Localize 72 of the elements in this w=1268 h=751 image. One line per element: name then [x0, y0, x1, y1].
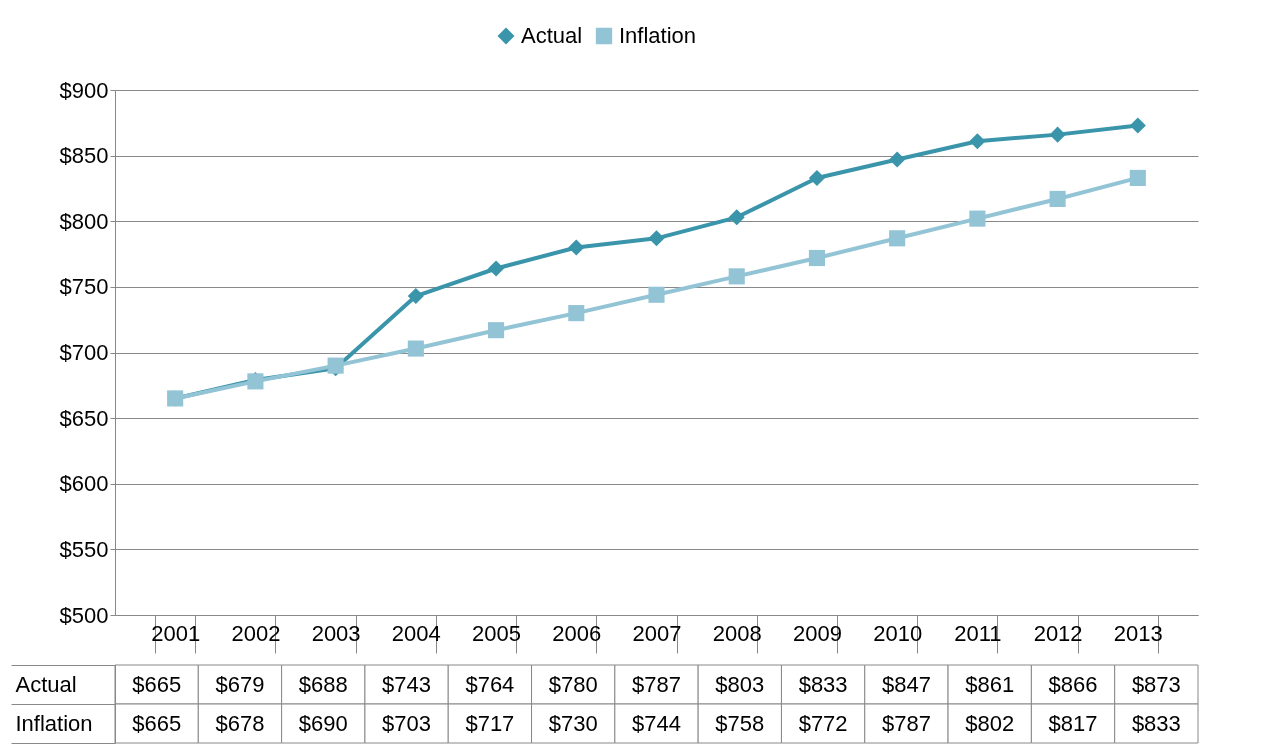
legend-label: Actual	[521, 23, 583, 48]
y-tick-label: $750	[59, 274, 109, 300]
data-label: $847	[881, 671, 931, 697]
x-tick-label: 2007	[632, 620, 682, 646]
legend-label: Inflation	[619, 23, 697, 48]
data-label: $873	[1131, 671, 1181, 697]
data-label: $787	[632, 671, 681, 697]
point	[808, 169, 826, 186]
data-label: $817	[1048, 710, 1098, 736]
text: Inflation	[15, 711, 93, 736]
point	[969, 133, 986, 150]
y-tick-label: $650	[59, 405, 109, 431]
data-label: $665	[132, 710, 182, 736]
point	[648, 286, 665, 303]
point	[487, 260, 505, 277]
point	[808, 249, 826, 267]
data-label: $833	[798, 671, 848, 697]
x-tick-label: 2011	[954, 620, 1002, 646]
x-tick-label: 2005	[472, 620, 522, 646]
x-tick-label: 2012	[1033, 620, 1083, 646]
text: Actual	[15, 672, 77, 697]
y-tick-label: $600	[59, 471, 109, 497]
y-tick-label: $500	[59, 602, 109, 628]
data-label: $703	[382, 710, 432, 736]
point	[1129, 117, 1146, 134]
y-tick-label: $850	[59, 143, 109, 169]
x-tick-label: 2006	[552, 620, 602, 646]
data-label: $688	[298, 671, 348, 697]
data-label: $690	[298, 710, 348, 736]
data-label: $802	[965, 710, 1015, 736]
point	[889, 151, 906, 168]
point	[1049, 190, 1066, 207]
data-label: $866	[1048, 671, 1098, 697]
data-label: $665	[132, 671, 182, 697]
y-tick-label: $700	[59, 340, 109, 365]
data-label: $678	[215, 710, 265, 736]
data-label: $861	[965, 671, 1015, 697]
point	[889, 230, 906, 247]
point	[1129, 169, 1146, 186]
point	[648, 230, 665, 247]
data-label: $744	[632, 710, 681, 736]
y-tick-label: $900	[59, 77, 109, 103]
data-label: $833	[1131, 710, 1181, 736]
x-tick-label: 2008	[712, 620, 762, 646]
data-label: $787	[881, 710, 931, 736]
x-tick-label: 2004	[391, 620, 441, 646]
x-tick-label: 2001	[151, 620, 201, 646]
data-label: $758	[715, 710, 765, 736]
data-label: $679	[215, 671, 265, 697]
x-tick-label: 2010	[873, 620, 923, 646]
data-label: $772	[798, 710, 848, 736]
point	[568, 305, 585, 322]
point	[407, 340, 424, 357]
x-tick-label: 2003	[311, 620, 361, 646]
y-tick-label: $800	[59, 208, 109, 234]
x-tick-label: 2002	[231, 620, 281, 646]
data-label: $717	[465, 710, 515, 736]
point	[969, 210, 986, 227]
data-label: $764	[465, 671, 515, 697]
data-label: $743	[382, 671, 432, 697]
data-label: $803	[715, 671, 765, 697]
point	[728, 268, 745, 285]
x-tick-label: 2009	[792, 620, 842, 646]
data-label: $780	[548, 671, 598, 697]
point	[568, 239, 585, 256]
point	[1049, 126, 1066, 143]
data-label: $730	[548, 710, 598, 736]
point	[728, 209, 745, 226]
x-tick-label: 2013	[1113, 620, 1163, 646]
point	[407, 288, 424, 305]
point	[487, 322, 505, 339]
y-tick-label: $550	[59, 536, 109, 562]
